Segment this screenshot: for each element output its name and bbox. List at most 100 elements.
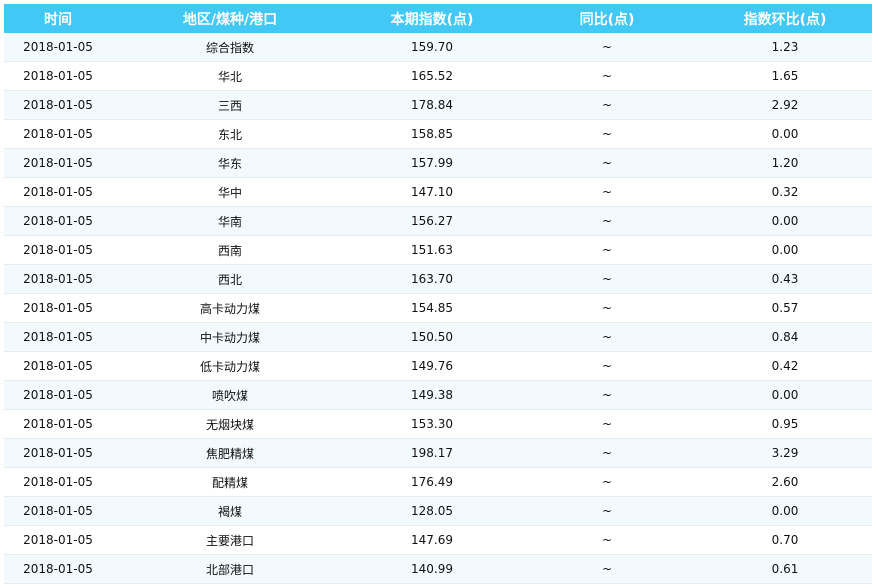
cell-yoy: ~ <box>516 525 698 555</box>
cell-region: 华北 <box>112 61 348 91</box>
cell-yoy: ~ <box>516 409 698 439</box>
cell-current-index: 159.70 <box>348 33 516 62</box>
cell-mom: 0.84 <box>698 322 872 352</box>
cell-current-index: 150.50 <box>348 322 516 352</box>
coal-index-table: 时间 地区/煤种/港口 本期指数(点) 同比(点) 指数环比(点) 2018-01-05… <box>4 4 872 584</box>
cell-mom: 0.42 <box>698 351 872 381</box>
cell-current-index: 147.69 <box>348 525 516 555</box>
cell-region: 无烟块煤 <box>112 409 348 439</box>
cell-mom: 0.32 <box>698 177 872 207</box>
cell-mom: 0.00 <box>698 496 872 526</box>
cell-mom: 0.70 <box>698 525 872 555</box>
cell-yoy: ~ <box>516 119 698 149</box>
table-row: 2018-01-05 中卡动力煤 150.50 ~0.84 <box>4 322 872 352</box>
table-row: 2018-01-05 北部港口 140.99 ~0.61 <box>4 554 872 584</box>
cell-mom: 1.20 <box>698 148 872 178</box>
cell-date: 2018-01-05 <box>4 380 112 410</box>
cell-yoy: ~ <box>516 322 698 352</box>
cell-mom: 0.95 <box>698 409 872 439</box>
cell-current-index: 154.85 <box>348 293 516 323</box>
cell-region: 西北 <box>112 264 348 294</box>
cell-mom: 1.23 <box>698 33 872 62</box>
cell-date: 2018-01-05 <box>4 90 112 120</box>
table-row: 2018-01-05 东北 158.85 ~0.00 <box>4 119 872 149</box>
cell-yoy: ~ <box>516 61 698 91</box>
cell-yoy: ~ <box>516 206 698 236</box>
cell-region: 西南 <box>112 235 348 265</box>
column-header-current-index: 本期指数(点) <box>348 4 516 33</box>
table-row: 2018-01-05 焦肥精煤 198.17 ~3.29 <box>4 438 872 468</box>
cell-current-index: 149.76 <box>348 351 516 381</box>
cell-current-index: 163.70 <box>348 264 516 294</box>
cell-current-index: 153.30 <box>348 409 516 439</box>
cell-current-index: 128.05 <box>348 496 516 526</box>
cell-region: 主要港口 <box>112 525 348 555</box>
cell-region: 华东 <box>112 148 348 178</box>
cell-date: 2018-01-05 <box>4 467 112 497</box>
cell-mom: 2.92 <box>698 90 872 120</box>
cell-yoy: ~ <box>516 33 698 62</box>
table-row: 2018-01-05 华东 157.99 ~1.20 <box>4 148 872 178</box>
cell-date: 2018-01-05 <box>4 206 112 236</box>
cell-yoy: ~ <box>516 438 698 468</box>
table-row: 2018-01-05 无烟块煤 153.30 ~0.95 <box>4 409 872 439</box>
cell-date: 2018-01-05 <box>4 119 112 149</box>
cell-date: 2018-01-05 <box>4 148 112 178</box>
cell-current-index: 165.52 <box>348 61 516 91</box>
header-row: 时间 地区/煤种/港口 本期指数(点) 同比(点) 指数环比(点) <box>4 4 872 33</box>
cell-yoy: ~ <box>516 554 698 584</box>
cell-date: 2018-01-05 <box>4 61 112 91</box>
cell-region: 综合指数 <box>112 33 348 62</box>
cell-yoy: ~ <box>516 90 698 120</box>
cell-region: 配精煤 <box>112 467 348 497</box>
cell-region: 东北 <box>112 119 348 149</box>
cell-yoy: ~ <box>516 496 698 526</box>
cell-current-index: 156.27 <box>348 206 516 236</box>
cell-yoy: ~ <box>516 235 698 265</box>
table-row: 2018-01-05 西南 151.63 ~0.00 <box>4 235 872 265</box>
cell-date: 2018-01-05 <box>4 351 112 381</box>
cell-mom: 0.43 <box>698 264 872 294</box>
table-row: 2018-01-05 主要港口 147.69 ~0.70 <box>4 525 872 555</box>
cell-current-index: 178.84 <box>348 90 516 120</box>
cell-region: 三西 <box>112 90 348 120</box>
cell-date: 2018-01-05 <box>4 235 112 265</box>
cell-date: 2018-01-05 <box>4 525 112 555</box>
cell-mom: 2.60 <box>698 467 872 497</box>
cell-mom: 0.00 <box>698 119 872 149</box>
cell-region: 低卡动力煤 <box>112 351 348 381</box>
cell-date: 2018-01-05 <box>4 496 112 526</box>
cell-current-index: 158.85 <box>348 119 516 149</box>
cell-current-index: 147.10 <box>348 177 516 207</box>
table-row: 2018-01-05 华南 156.27 ~0.00 <box>4 206 872 236</box>
table-row: 2018-01-05 低卡动力煤 149.76 ~0.42 <box>4 351 872 381</box>
column-header-region: 地区/煤种/港口 <box>112 4 348 33</box>
table-row: 2018-01-05 西北 163.70 ~0.43 <box>4 264 872 294</box>
column-header-yoy: 同比(点) <box>516 4 698 33</box>
cell-yoy: ~ <box>516 293 698 323</box>
cell-date: 2018-01-05 <box>4 33 112 62</box>
cell-yoy: ~ <box>516 148 698 178</box>
cell-region: 中卡动力煤 <box>112 322 348 352</box>
cell-mom: 1.65 <box>698 61 872 91</box>
cell-yoy: ~ <box>516 177 698 207</box>
cell-yoy: ~ <box>516 467 698 497</box>
cell-date: 2018-01-05 <box>4 264 112 294</box>
cell-date: 2018-01-05 <box>4 177 112 207</box>
column-header-mom: 指数环比(点) <box>698 4 872 33</box>
cell-date: 2018-01-05 <box>4 322 112 352</box>
cell-region: 华中 <box>112 177 348 207</box>
cell-date: 2018-01-05 <box>4 554 112 584</box>
table-row: 2018-01-05 综合指数 159.70 ~1.23 <box>4 33 872 62</box>
cell-region: 华南 <box>112 206 348 236</box>
cell-mom: 0.00 <box>698 206 872 236</box>
cell-yoy: ~ <box>516 380 698 410</box>
cell-yoy: ~ <box>516 264 698 294</box>
cell-date: 2018-01-05 <box>4 438 112 468</box>
cell-mom: 0.57 <box>698 293 872 323</box>
cell-date: 2018-01-05 <box>4 293 112 323</box>
cell-region: 北部港口 <box>112 554 348 584</box>
cell-region: 高卡动力煤 <box>112 293 348 323</box>
table-row: 2018-01-05 褐煤 128.05 ~0.00 <box>4 496 872 526</box>
table-row: 2018-01-05 华中 147.10 ~0.32 <box>4 177 872 207</box>
